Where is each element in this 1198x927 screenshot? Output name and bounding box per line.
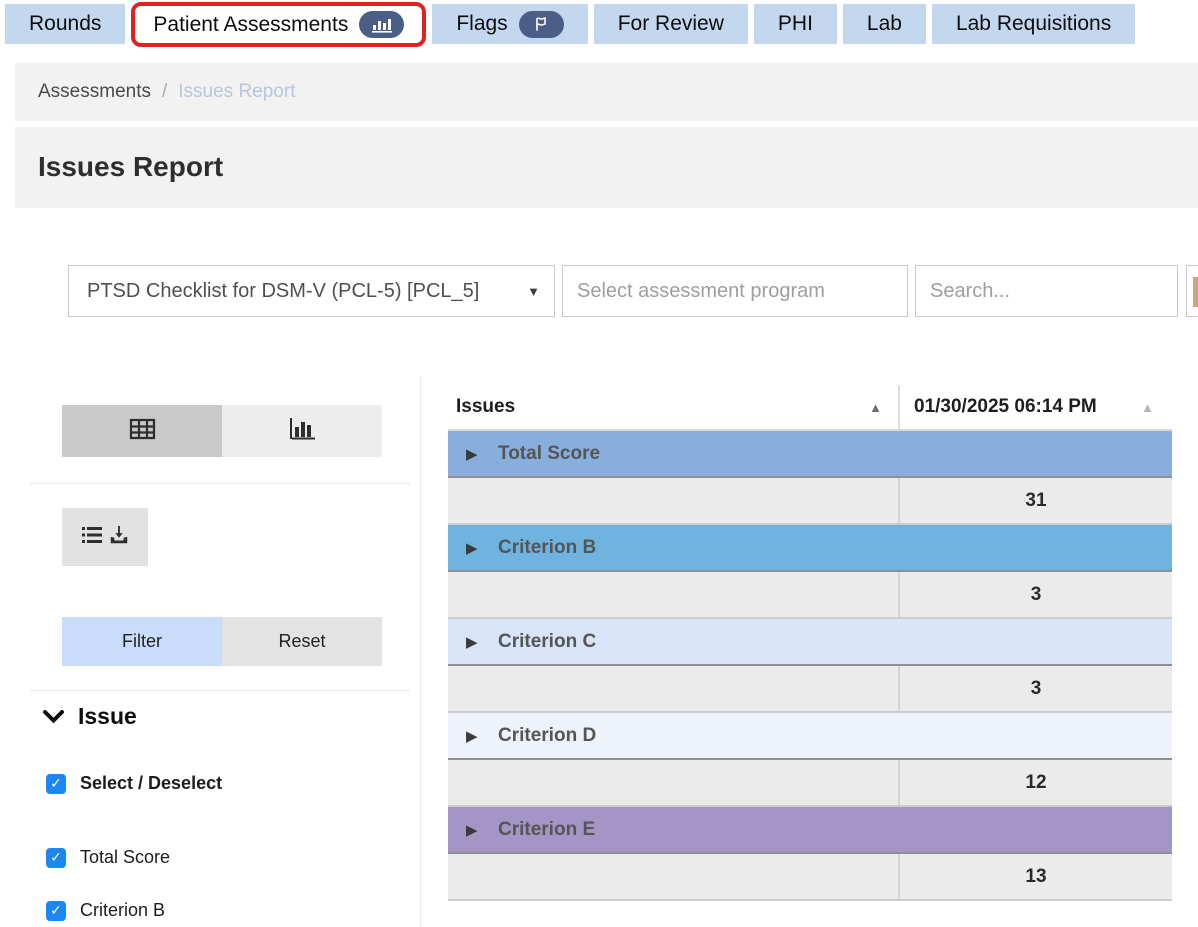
tab-phi[interactable]: PHI [753, 4, 837, 44]
expand-icon[interactable]: ▶ [466, 633, 478, 651]
top-navigation: Rounds Patient Assessments Flags For Rev… [0, 0, 1198, 50]
sidebar-separator [30, 483, 410, 484]
checkmark-icon: ✓ [50, 775, 62, 791]
tab-label: PHI [777, 12, 813, 35]
flag-icon [518, 10, 564, 38]
value-row-criterion-d: 12 [448, 760, 1172, 807]
checkbox-label: Criterion B [80, 900, 166, 920]
date-filter-partial[interactable] [1186, 265, 1198, 317]
group-row-criterion-d[interactable]: ▶ Criterion D [448, 713, 1172, 760]
checkmark-icon: ✓ [50, 902, 62, 918]
checkbox-total-score[interactable]: ✓ Total Score [46, 847, 170, 868]
sort-asc-icon[interactable]: ▲ [869, 399, 882, 415]
column-header-issues[interactable]: Issues ▲ [448, 385, 900, 429]
tab-rounds[interactable]: Rounds [5, 4, 126, 44]
page-title: Issues Report [38, 151, 224, 182]
filter-reset-group: Filter Reset [62, 617, 382, 666]
group-name: Criterion B [498, 536, 597, 558]
chevron-down-icon: ▼ [527, 283, 540, 299]
expand-icon[interactable]: ▶ [466, 727, 478, 745]
title-bar: Issues Report [15, 127, 1198, 208]
download-icon [108, 524, 130, 551]
value-cell-empty [448, 478, 900, 523]
issue-section-toggle[interactable]: Issue [42, 703, 137, 730]
list-icon [81, 525, 103, 550]
checkbox-select-deselect[interactable]: ✓ Select / Deselect [46, 773, 222, 794]
group-row-criterion-c[interactable]: ▶ Criterion C [448, 619, 1172, 666]
tab-label: Patient Assessments [153, 12, 349, 36]
bar-chart-icon [359, 11, 405, 38]
group-row-total-score[interactable]: ▶ Total Score [448, 431, 1172, 478]
group-name: Criterion D [498, 724, 597, 746]
expand-icon[interactable]: ▶ [466, 539, 478, 557]
checkmark-icon: ✓ [50, 849, 62, 865]
checkbox-checked[interactable]: ✓ [46, 900, 66, 921]
group-row-criterion-b[interactable]: ▶ Criterion B [448, 525, 1172, 572]
program-input[interactable] [562, 265, 908, 317]
bar-chart-icon [288, 417, 316, 446]
value-row-criterion-b: 3 [448, 572, 1172, 619]
value-cell-empty [448, 666, 900, 711]
value-cell: 12 [1025, 771, 1047, 793]
filter-button-label: Filter [122, 631, 162, 651]
column-label: 01/30/2025 06:14 PM [914, 396, 1097, 417]
sidebar-separator [30, 690, 410, 691]
group-name: Criterion C [498, 630, 597, 652]
value-cell-empty [448, 572, 900, 617]
issues-report-table: Issues ▲ 01/30/2025 06:14 PM ▲ ▶ Total S… [448, 385, 1172, 901]
column-label: Issues [456, 396, 516, 417]
checkbox-checked[interactable]: ✓ [46, 847, 66, 868]
view-toggle [62, 405, 382, 457]
value-cell: 3 [1030, 677, 1042, 699]
search-input[interactable] [915, 265, 1178, 317]
group-row-criterion-e[interactable]: ▶ Criterion E [448, 807, 1172, 854]
value-cell: 13 [1025, 865, 1047, 887]
checkbox-checked[interactable]: ✓ [46, 773, 66, 794]
table-icon [129, 418, 156, 445]
sort-asc-icon[interactable]: ▲ [1141, 399, 1154, 415]
tab-patient-assessments[interactable]: Patient Assessments [131, 2, 427, 47]
tab-label: Rounds [29, 12, 102, 35]
tab-label: Lab [866, 12, 902, 35]
chart-view-button[interactable] [222, 405, 382, 457]
checkbox-label: Select / Deselect [80, 773, 223, 793]
reset-button[interactable]: Reset [222, 617, 382, 666]
filter-button[interactable]: Filter [62, 617, 222, 666]
sidebar-divider [420, 375, 421, 927]
checkbox-label: Total Score [80, 847, 171, 867]
tab-label: Flags [456, 12, 508, 35]
checkbox-criterion-b[interactable]: ✓ Criterion B [46, 900, 165, 921]
value-row-criterion-e: 13 [448, 854, 1172, 901]
table-header-row: Issues ▲ 01/30/2025 06:14 PM ▲ [448, 385, 1172, 431]
assessment-select[interactable]: PTSD Checklist for DSM-V (PCL-5) [PCL_5]… [68, 265, 555, 317]
group-name: Criterion E [498, 818, 596, 840]
tab-label: For Review [617, 12, 724, 35]
breadcrumb-separator: / [161, 81, 168, 102]
value-cell-empty [448, 854, 900, 899]
export-button[interactable] [62, 508, 148, 566]
breadcrumb: Assessments / Issues Report [15, 63, 1198, 121]
table-view-button[interactable] [62, 405, 222, 457]
column-header-date[interactable]: 01/30/2025 06:14 PM ▲ [900, 385, 1172, 429]
value-cell: 3 [1030, 583, 1042, 605]
group-name: Total Score [498, 442, 601, 464]
tab-lab-requisitions[interactable]: Lab Requisitions [931, 4, 1136, 44]
expand-icon[interactable]: ▶ [466, 821, 478, 839]
chevron-down-icon [42, 703, 65, 730]
value-cell-empty [448, 760, 900, 805]
tab-for-review[interactable]: For Review [593, 4, 748, 44]
expand-icon[interactable]: ▶ [466, 445, 478, 463]
issue-section-title: Issue [78, 703, 137, 729]
reset-button-label: Reset [278, 631, 326, 651]
tab-lab[interactable]: Lab [842, 4, 926, 44]
tab-flags[interactable]: Flags [432, 4, 588, 44]
tab-label: Lab Requisitions [955, 12, 1112, 35]
assessment-select-value: PTSD Checklist for DSM-V (PCL-5) [PCL_5] [87, 279, 480, 302]
value-row-total-score: 31 [448, 478, 1172, 525]
breadcrumb-assessments[interactable]: Assessments [38, 81, 151, 102]
value-row-criterion-c: 3 [448, 666, 1172, 713]
breadcrumb-issues-report: Issues Report [178, 81, 296, 102]
value-cell: 31 [1025, 489, 1047, 511]
